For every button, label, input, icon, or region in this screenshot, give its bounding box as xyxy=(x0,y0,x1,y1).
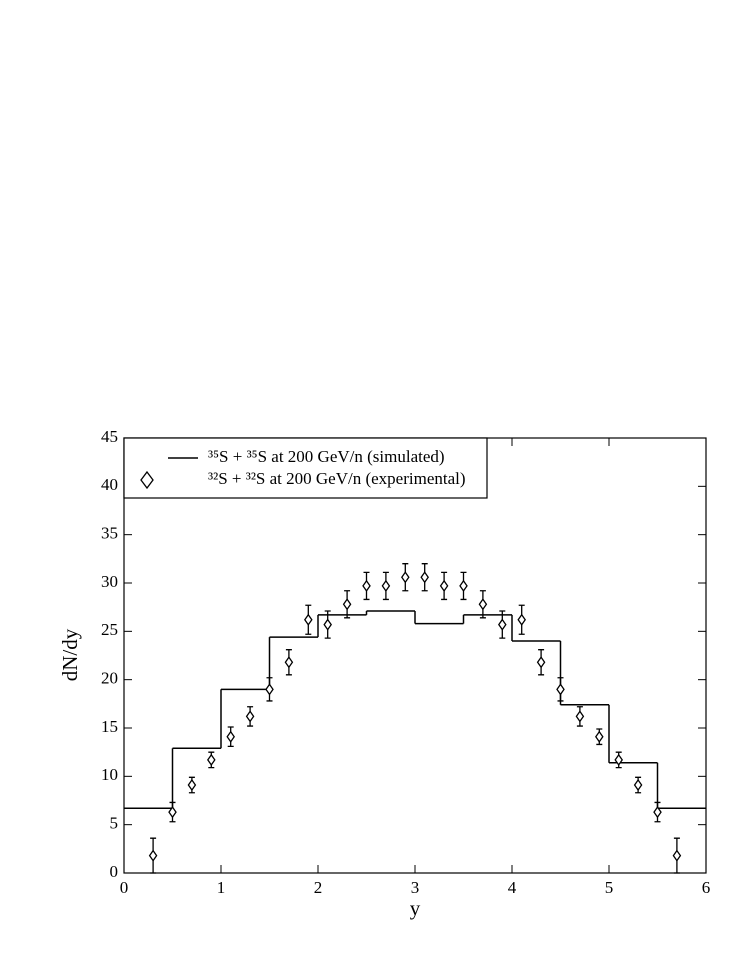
data-point xyxy=(459,579,468,593)
data-point xyxy=(517,613,526,626)
data-point xyxy=(187,778,197,792)
legend-box xyxy=(123,437,488,499)
x-tick-label: 0 xyxy=(120,878,129,897)
legend-label: ³⁵S + ³⁵S at 200 GeV/n (simulated) xyxy=(208,447,445,466)
y-tick-label: 5 xyxy=(110,814,119,833)
data-point xyxy=(653,805,662,819)
x-tick-label: 2 xyxy=(314,878,323,897)
data-point xyxy=(672,849,682,862)
plot-frame xyxy=(123,437,707,874)
data-point xyxy=(226,730,235,743)
y-tick-label: 15 xyxy=(101,717,118,736)
y-tick-label: 0 xyxy=(110,862,119,881)
data-point xyxy=(284,656,294,669)
x-tick-label: 3 xyxy=(411,878,420,897)
data-point xyxy=(595,730,604,743)
x-axis-title: y xyxy=(410,896,421,920)
data-point xyxy=(381,579,391,593)
data-point xyxy=(168,805,177,819)
y-tick-label: 25 xyxy=(101,620,118,639)
data-point xyxy=(439,579,449,593)
y-tick-label: 30 xyxy=(101,572,118,591)
data-point xyxy=(575,710,585,723)
data-point xyxy=(556,683,565,696)
x-tick-label: 5 xyxy=(605,878,614,897)
legend-label: ³²S + ³²S at 200 GeV/n (experimental) xyxy=(208,469,466,488)
data-point xyxy=(633,778,643,792)
y-tick-label: 45 xyxy=(101,427,118,446)
data-point xyxy=(536,656,546,669)
data-point xyxy=(245,710,255,723)
data-point xyxy=(362,579,371,593)
data-point xyxy=(148,849,158,862)
legend-marker xyxy=(140,470,154,490)
x-tick-label: 6 xyxy=(702,878,711,897)
data-point xyxy=(614,753,623,767)
y-tick-label: 10 xyxy=(101,765,118,784)
data-point xyxy=(207,753,216,767)
y-tick-label: 40 xyxy=(101,475,118,494)
data-point xyxy=(420,571,429,584)
data-point xyxy=(265,683,274,696)
data-point xyxy=(342,598,352,611)
data-point xyxy=(478,598,488,611)
x-tick-label: 4 xyxy=(508,878,517,897)
x-tick-label: 1 xyxy=(217,878,226,897)
y-axis-title: dN/dy xyxy=(58,628,82,681)
data-point xyxy=(498,618,507,631)
data-point xyxy=(401,571,410,584)
y-tick-label: 20 xyxy=(101,669,118,688)
data-point xyxy=(304,613,313,626)
data-point xyxy=(323,618,332,631)
y-tick-label: 35 xyxy=(101,524,118,543)
